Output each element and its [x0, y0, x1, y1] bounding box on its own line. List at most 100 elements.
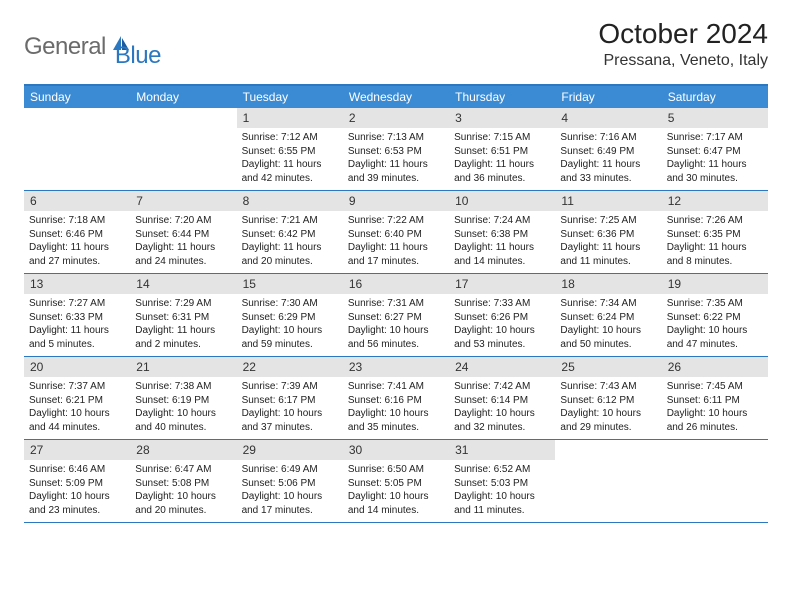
week-row: 27Sunrise: 6:46 AMSunset: 5:09 PMDayligh… — [24, 440, 768, 523]
sunrise-text: Sunrise: 7:34 AM — [560, 297, 656, 311]
logo-text-general: General — [24, 33, 106, 61]
sunset-text: Sunset: 5:03 PM — [454, 477, 550, 491]
daylight-text-2: and 14 minutes. — [454, 255, 550, 269]
sunset-text: Sunset: 6:42 PM — [242, 228, 338, 242]
sunset-text: Sunset: 6:31 PM — [135, 311, 231, 325]
day-details: Sunrise: 7:15 AMSunset: 6:51 PMDaylight:… — [449, 128, 555, 188]
sunset-text: Sunset: 6:19 PM — [135, 394, 231, 408]
sunrise-text: Sunrise: 7:26 AM — [667, 214, 763, 228]
day-details: Sunrise: 7:34 AMSunset: 6:24 PMDaylight:… — [555, 294, 661, 354]
day-number: 22 — [237, 357, 343, 377]
daylight-text-1: Daylight: 11 hours — [135, 324, 231, 338]
sunrise-text: Sunrise: 7:45 AM — [667, 380, 763, 394]
daylight-text-2: and 26 minutes. — [667, 421, 763, 435]
day-header-monday: Monday — [130, 86, 236, 108]
day-details: Sunrise: 7:18 AMSunset: 6:46 PMDaylight:… — [24, 211, 130, 271]
day-number: 15 — [237, 274, 343, 294]
day-number: 30 — [343, 440, 449, 460]
daylight-text-2: and 20 minutes. — [242, 255, 338, 269]
day-details: Sunrise: 7:13 AMSunset: 6:53 PMDaylight:… — [343, 128, 449, 188]
calendar: Sunday Monday Tuesday Wednesday Thursday… — [24, 84, 768, 523]
daylight-text-2: and 11 minutes. — [454, 504, 550, 518]
sunrise-text: Sunrise: 7:18 AM — [29, 214, 125, 228]
sunset-text: Sunset: 6:49 PM — [560, 145, 656, 159]
day-headers-row: Sunday Monday Tuesday Wednesday Thursday… — [24, 86, 768, 108]
daylight-text-1: Daylight: 10 hours — [135, 407, 231, 421]
day-details: Sunrise: 7:41 AMSunset: 6:16 PMDaylight:… — [343, 377, 449, 437]
month-title: October 2024 — [598, 18, 768, 50]
daylight-text-2: and 33 minutes. — [560, 172, 656, 186]
day-number: 16 — [343, 274, 449, 294]
daylight-text-1: Daylight: 10 hours — [29, 407, 125, 421]
sunrise-text: Sunrise: 7:16 AM — [560, 131, 656, 145]
daylight-text-1: Daylight: 10 hours — [667, 407, 763, 421]
daylight-text-1: Daylight: 10 hours — [29, 490, 125, 504]
daylight-text-2: and 39 minutes. — [348, 172, 444, 186]
day-cell: 16Sunrise: 7:31 AMSunset: 6:27 PMDayligh… — [343, 274, 449, 356]
day-details: Sunrise: 7:37 AMSunset: 6:21 PMDaylight:… — [24, 377, 130, 437]
sunrise-text: Sunrise: 7:22 AM — [348, 214, 444, 228]
day-number: 31 — [449, 440, 555, 460]
sunrise-text: Sunrise: 7:29 AM — [135, 297, 231, 311]
sunset-text: Sunset: 6:16 PM — [348, 394, 444, 408]
day-header-thursday: Thursday — [449, 86, 555, 108]
day-details: Sunrise: 6:46 AMSunset: 5:09 PMDaylight:… — [24, 460, 130, 520]
sunrise-text: Sunrise: 7:39 AM — [242, 380, 338, 394]
sunrise-text: Sunrise: 7:31 AM — [348, 297, 444, 311]
daylight-text-1: Daylight: 10 hours — [135, 490, 231, 504]
day-cell: 20Sunrise: 7:37 AMSunset: 6:21 PMDayligh… — [24, 357, 130, 439]
daylight-text-1: Daylight: 10 hours — [242, 490, 338, 504]
day-number: 9 — [343, 191, 449, 211]
sunrise-text: Sunrise: 7:17 AM — [667, 131, 763, 145]
day-number: 28 — [130, 440, 236, 460]
sunrise-text: Sunrise: 7:35 AM — [667, 297, 763, 311]
daylight-text-2: and 17 minutes. — [348, 255, 444, 269]
day-header-saturday: Saturday — [662, 86, 768, 108]
day-number: 25 — [555, 357, 661, 377]
day-number: 17 — [449, 274, 555, 294]
day-cell: 17Sunrise: 7:33 AMSunset: 6:26 PMDayligh… — [449, 274, 555, 356]
daylight-text-1: Daylight: 11 hours — [135, 241, 231, 255]
sunset-text: Sunset: 6:33 PM — [29, 311, 125, 325]
day-number: 2 — [343, 108, 449, 128]
day-cell: 31Sunrise: 6:52 AMSunset: 5:03 PMDayligh… — [449, 440, 555, 522]
daylight-text-1: Daylight: 10 hours — [242, 324, 338, 338]
sunset-text: Sunset: 6:17 PM — [242, 394, 338, 408]
sunrise-text: Sunrise: 6:47 AM — [135, 463, 231, 477]
daylight-text-1: Daylight: 10 hours — [454, 324, 550, 338]
day-cell: 10Sunrise: 7:24 AMSunset: 6:38 PMDayligh… — [449, 191, 555, 273]
day-number: 12 — [662, 191, 768, 211]
sunrise-text: Sunrise: 7:42 AM — [454, 380, 550, 394]
daylight-text-1: Daylight: 11 hours — [29, 324, 125, 338]
day-cell: 6Sunrise: 7:18 AMSunset: 6:46 PMDaylight… — [24, 191, 130, 273]
daylight-text-1: Daylight: 11 hours — [560, 241, 656, 255]
daylight-text-1: Daylight: 10 hours — [348, 490, 444, 504]
day-number: 13 — [24, 274, 130, 294]
day-number: 7 — [130, 191, 236, 211]
sunset-text: Sunset: 6:11 PM — [667, 394, 763, 408]
day-details: Sunrise: 7:20 AMSunset: 6:44 PMDaylight:… — [130, 211, 236, 271]
day-details: Sunrise: 6:50 AMSunset: 5:05 PMDaylight:… — [343, 460, 449, 520]
day-number: 3 — [449, 108, 555, 128]
sunset-text: Sunset: 5:06 PM — [242, 477, 338, 491]
sunrise-text: Sunrise: 7:38 AM — [135, 380, 231, 394]
daylight-text-2: and 47 minutes. — [667, 338, 763, 352]
daylight-text-1: Daylight: 11 hours — [29, 241, 125, 255]
sunrise-text: Sunrise: 7:33 AM — [454, 297, 550, 311]
sunset-text: Sunset: 6:51 PM — [454, 145, 550, 159]
sunset-text: Sunset: 6:14 PM — [454, 394, 550, 408]
daylight-text-1: Daylight: 10 hours — [454, 407, 550, 421]
day-details: Sunrise: 6:49 AMSunset: 5:06 PMDaylight:… — [237, 460, 343, 520]
day-number: 18 — [555, 274, 661, 294]
day-cell: 13Sunrise: 7:27 AMSunset: 6:33 PMDayligh… — [24, 274, 130, 356]
empty-cell — [555, 440, 661, 522]
sunset-text: Sunset: 6:35 PM — [667, 228, 763, 242]
day-cell: 14Sunrise: 7:29 AMSunset: 6:31 PMDayligh… — [130, 274, 236, 356]
daylight-text-2: and 14 minutes. — [348, 504, 444, 518]
sunrise-text: Sunrise: 7:30 AM — [242, 297, 338, 311]
logo-text-blue: Blue — [115, 24, 161, 70]
daylight-text-2: and 32 minutes. — [454, 421, 550, 435]
daylight-text-2: and 30 minutes. — [667, 172, 763, 186]
day-details: Sunrise: 6:52 AMSunset: 5:03 PMDaylight:… — [449, 460, 555, 520]
day-number: 29 — [237, 440, 343, 460]
